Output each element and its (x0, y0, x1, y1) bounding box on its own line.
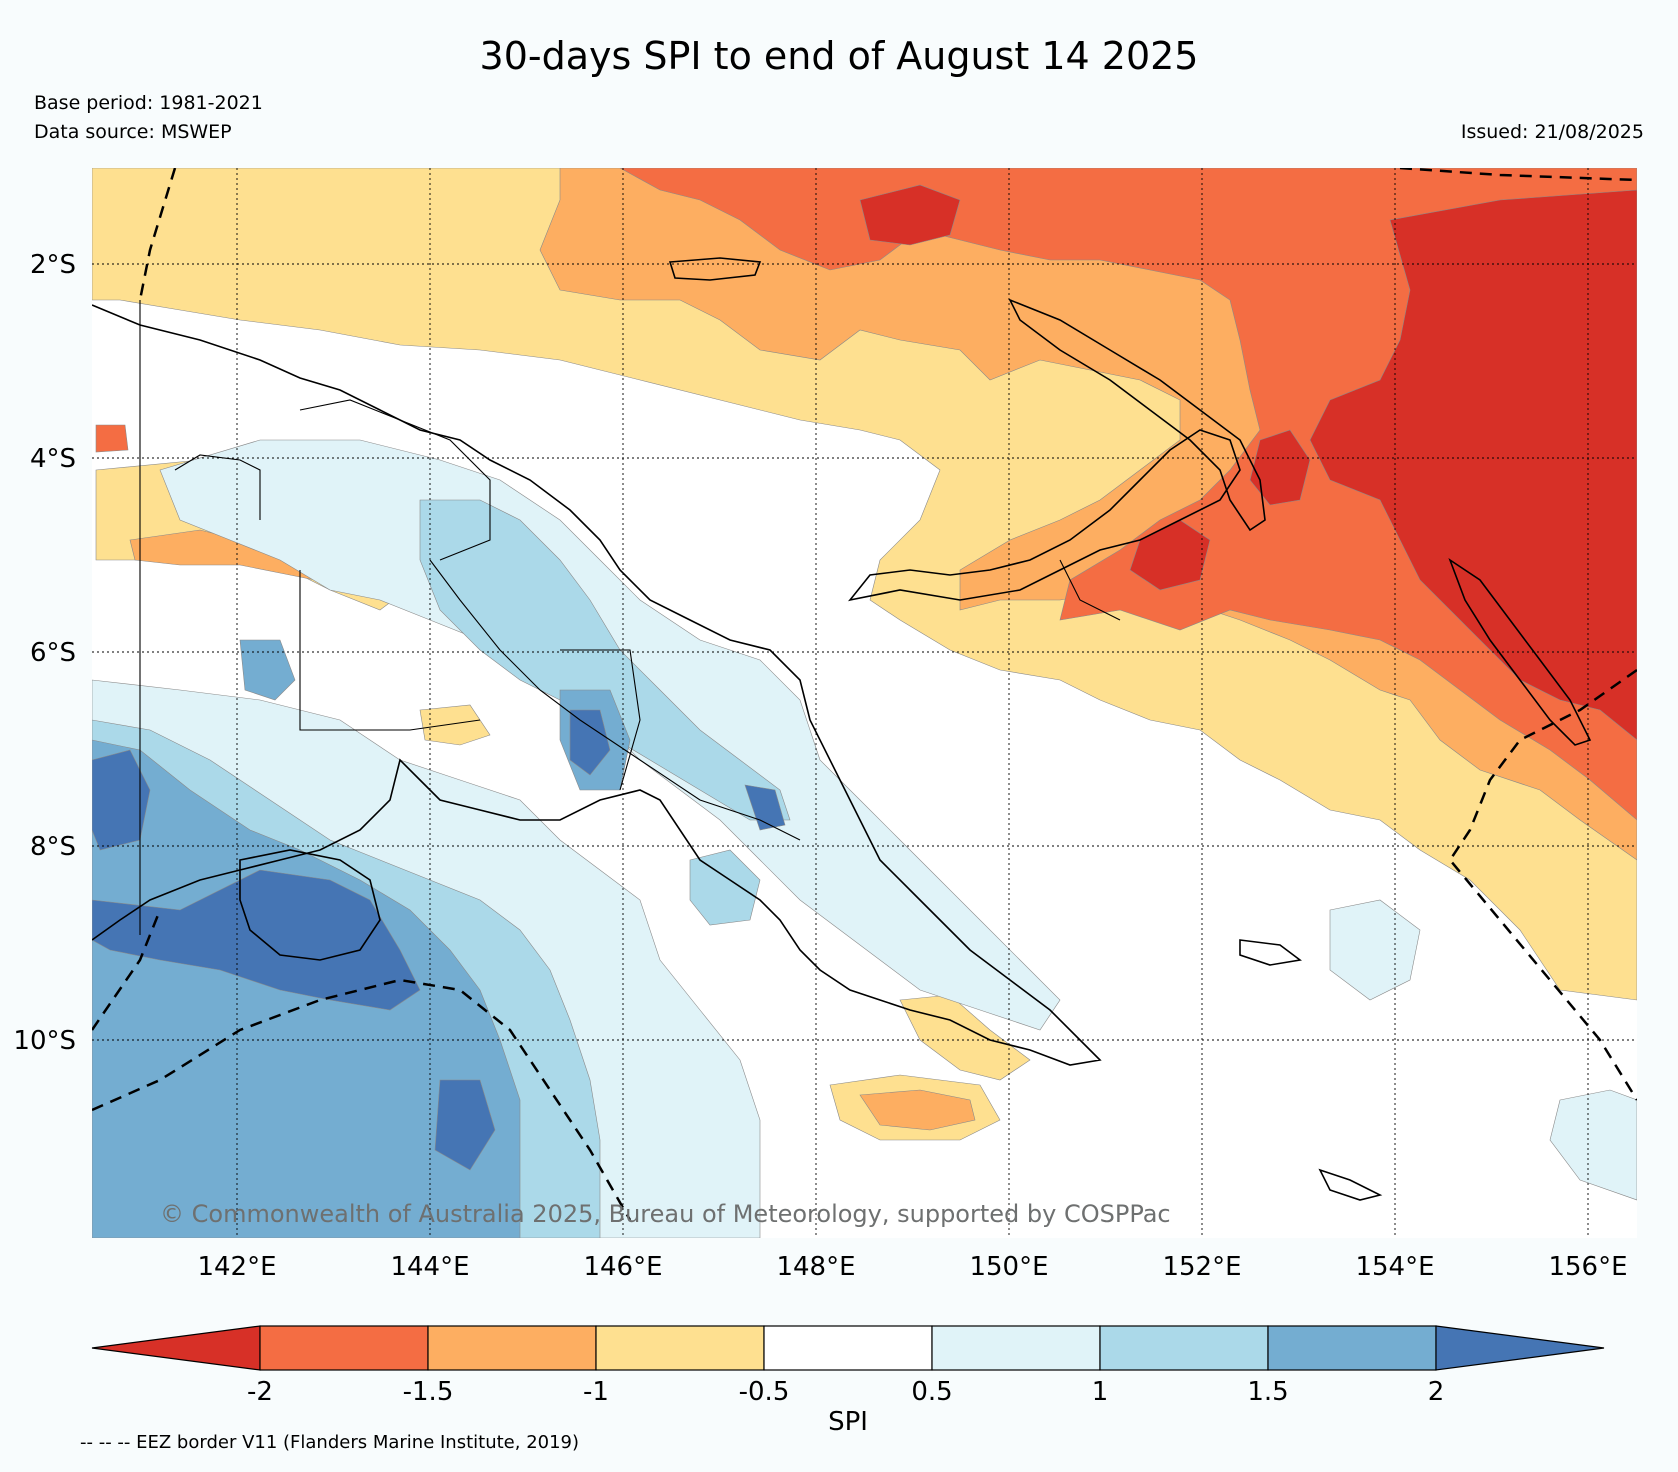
new-ireland-coastline (1008, 298, 1266, 532)
issued-date-text: Issued: 21/08/2025 (1460, 121, 1644, 143)
wet-zone-extreme (434, 1079, 496, 1171)
lon-label: 152°E (1162, 1252, 1241, 1282)
province-borders (139, 300, 1121, 935)
dry-zone-mild (419, 704, 491, 746)
dry-zone-severe (95, 424, 129, 453)
lon-label: 154°E (1355, 1252, 1434, 1282)
dry-zone-extreme (859, 184, 961, 246)
colorbar-tick-label: -0.5 (739, 1377, 790, 1407)
colorbar-segment (931, 1325, 1101, 1371)
colorbar-axis-label: SPI (828, 1407, 868, 1437)
colorbar-tick-label: 1 (1092, 1377, 1109, 1407)
data-source-text: Data source: MSWEP (34, 121, 232, 143)
eez-border-note: -- -- -- EEZ border V11 (Flanders Marine… (80, 1432, 580, 1453)
province-border (299, 399, 491, 561)
colorbar-segment (763, 1325, 933, 1371)
colorbar-tick-label: -1 (583, 1377, 609, 1407)
coastlines (92, 257, 1592, 1201)
latitude-labels: 2°S 4°S 6°S 8°S 10°S (13, 250, 76, 1056)
colorbar-segment (1267, 1325, 1437, 1371)
milne-islands-coastline (1239, 939, 1302, 966)
wet-zone-severe (239, 639, 296, 701)
new-britain-coastline (848, 429, 1241, 602)
colorbar-segment (427, 1325, 597, 1371)
province-border (174, 454, 261, 520)
lat-label: 8°S (30, 832, 76, 862)
lon-label: 150°E (969, 1252, 1048, 1282)
eez-border-line (1448, 668, 1637, 1101)
solomon-islands-coastline (1318, 1168, 1383, 1201)
manus-coastline (668, 257, 762, 281)
wet-zone-moderate (419, 499, 791, 821)
lon-label: 144°E (390, 1252, 469, 1282)
colorbar-segment (259, 1325, 429, 1371)
lat-label: 4°S (30, 444, 76, 474)
cape-york-coastline (239, 849, 381, 961)
wet-zone-extreme (569, 709, 611, 776)
dry-zone-extreme (1309, 189, 1637, 741)
province-border (429, 559, 801, 841)
dry-zone-moderate (859, 1089, 976, 1131)
lat-label: 10°S (13, 1026, 76, 1056)
eez-border-line (1399, 168, 1637, 182)
gridlines (92, 168, 1637, 1238)
lat-label: 6°S (30, 638, 76, 668)
colorbar-segment-extreme-dry (91, 1325, 261, 1371)
province-border (1059, 559, 1121, 621)
colorbar-segment (1099, 1325, 1269, 1371)
wet-zone-mild (159, 439, 1061, 1031)
colorbar-segment-extreme-wet (1435, 1325, 1605, 1371)
wet-zone-extreme (92, 869, 421, 1011)
base-period-text: Base period: 1981-2021 (34, 92, 263, 114)
lon-label: 148°E (776, 1252, 855, 1282)
colorbar-tick-label: -2 (247, 1377, 273, 1407)
dry-zone-severe (619, 168, 1637, 821)
colorbar-tick-label: -1.5 (403, 1377, 454, 1407)
dry-zone-extreme (1249, 429, 1311, 506)
spi-colorbar: -2 -1.5 -1 -0.5 0.5 1 1.5 2 SPI (91, 1325, 1605, 1437)
spi-map-panel: © Commonwealth of Australia 2025, Bureau… (92, 168, 1637, 1238)
lat-label: 2°S (30, 250, 76, 280)
new-guinea-coastline (92, 304, 1102, 1066)
eez-border-line (138, 168, 177, 301)
wet-zone-mild (1549, 1089, 1637, 1201)
colorbar-tick-label: 1.5 (1247, 1377, 1288, 1407)
bougainville-coastline (1448, 557, 1592, 746)
map-title: 30-days SPI to end of August 14 2025 (479, 34, 1199, 78)
colorbar-tick-label: 2 (1428, 1377, 1445, 1407)
province-border (560, 649, 641, 791)
lon-label: 156°E (1548, 1252, 1627, 1282)
lon-label: 146°E (583, 1252, 662, 1282)
lon-label: 142°E (197, 1252, 276, 1282)
eez-border-line (92, 909, 162, 1031)
wet-zone-extreme (744, 784, 786, 831)
province-border (299, 570, 481, 731)
wet-zone-moderate (689, 849, 761, 926)
copyright-text: © Commonwealth of Australia 2025, Bureau… (160, 1200, 1171, 1228)
longitude-labels: 142°E 144°E 146°E 148°E 150°E 152°E 154°… (197, 1252, 1627, 1282)
colorbar-tick-label: 0.5 (911, 1377, 952, 1407)
colorbar-segment (595, 1325, 765, 1371)
wet-zone-mild (1329, 899, 1421, 1001)
